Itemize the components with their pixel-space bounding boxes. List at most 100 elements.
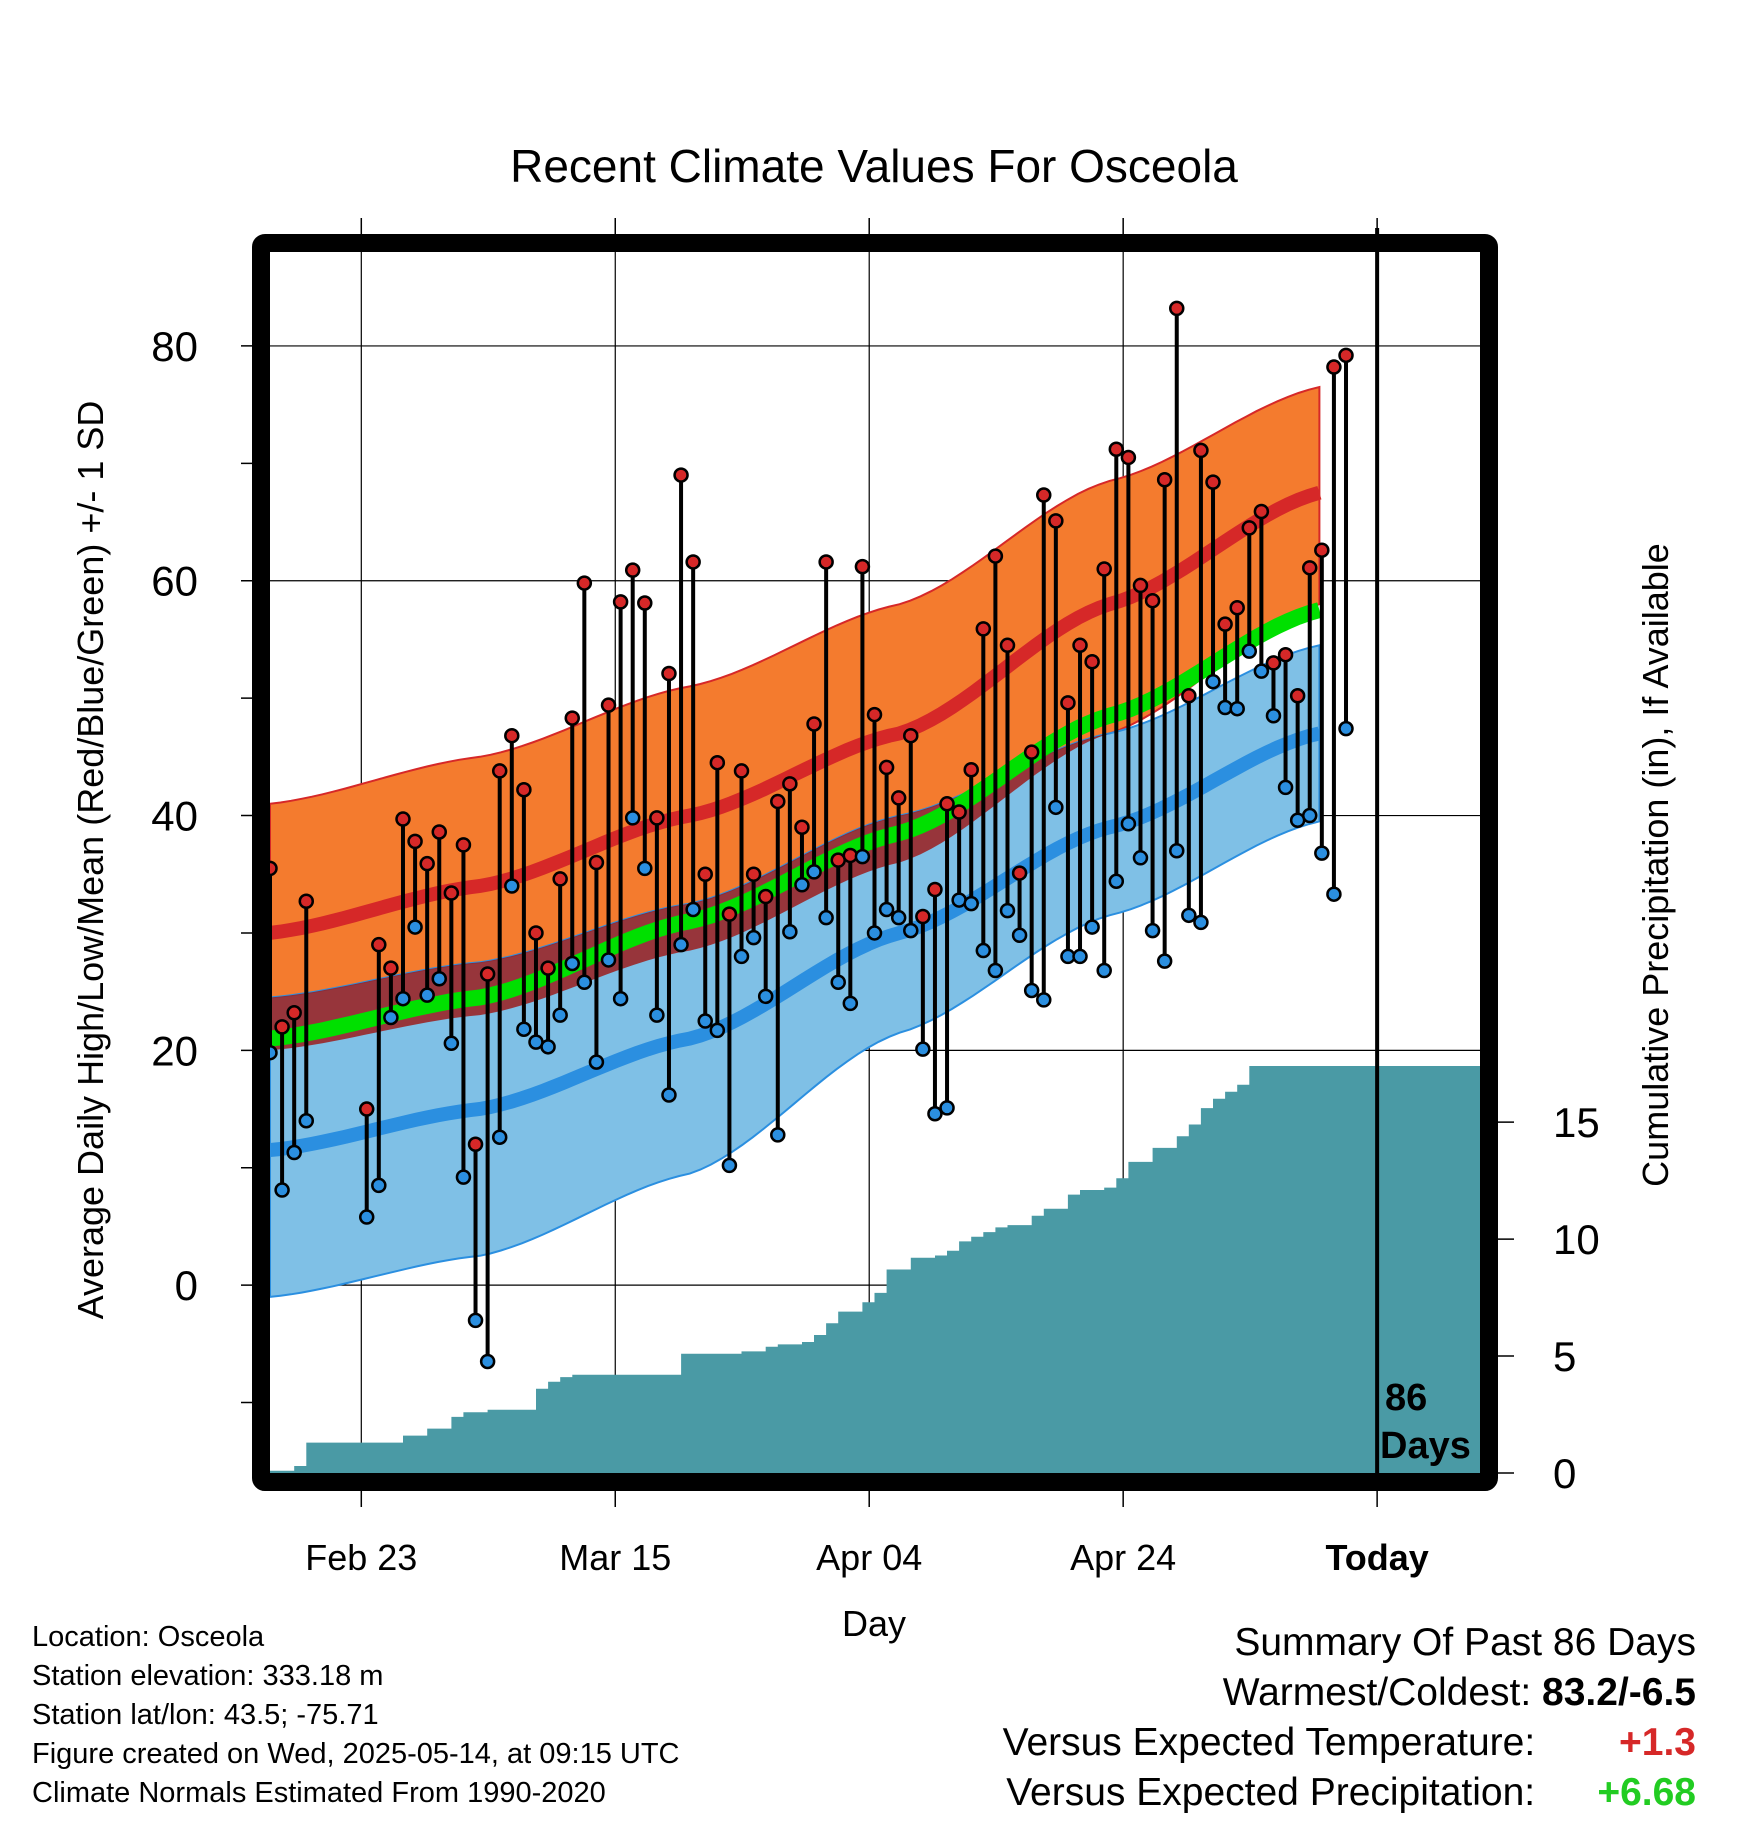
daily-high-point — [1011, 865, 1028, 881]
daily-high-point — [975, 621, 992, 637]
daily-high-point — [854, 558, 871, 575]
daily-low-point — [939, 1100, 955, 1116]
y-tick-label-left: 20 — [151, 1027, 198, 1074]
daily-low-point — [1072, 948, 1088, 965]
daily-high-point — [270, 860, 278, 877]
daily-high-point — [479, 966, 496, 982]
daily-low-point — [1193, 914, 1209, 931]
daily-low-point — [685, 901, 701, 918]
daily-high-point — [818, 554, 834, 570]
daily-low-point — [987, 962, 1004, 979]
daily-low-point — [1265, 707, 1282, 724]
daily-high-point — [274, 1019, 290, 1035]
daily-high-point — [1277, 646, 1294, 663]
daily-high-point — [999, 637, 1016, 654]
daily-low-point — [298, 1113, 315, 1129]
summary-precip-row: Versus Expected Precipitation: +6.68 — [1003, 1768, 1696, 1818]
daily-low-point — [854, 848, 871, 865]
daily-low-point — [697, 1013, 713, 1029]
daily-low-point — [286, 1144, 302, 1161]
daily-low-point — [1096, 962, 1112, 979]
daily-high-point — [1036, 487, 1052, 503]
daily-high-point — [939, 796, 955, 812]
daily-low-point — [395, 990, 411, 1007]
warmest-value: 83.2/-6.5 — [1542, 1671, 1696, 1714]
station-info: Location: Osceola Station elevation: 333… — [32, 1618, 680, 1813]
daily-high-point — [951, 804, 967, 820]
daily-low-point — [818, 909, 834, 926]
daily-high-point — [467, 1136, 484, 1153]
daily-low-point — [1314, 845, 1330, 861]
daily-high-point — [1132, 577, 1149, 594]
daily-high-point — [1217, 616, 1233, 632]
daily-high-point — [637, 595, 653, 611]
daily-high-point — [1023, 744, 1040, 760]
daily-low-point — [612, 990, 629, 1007]
mean-normal-line — [270, 602, 1322, 1047]
daily-low-point — [600, 952, 617, 968]
daily-low-point — [479, 1353, 496, 1370]
y-tick-label-left: 40 — [151, 793, 198, 840]
daily-high-point — [516, 781, 532, 798]
daily-high-point — [927, 881, 943, 898]
daily-high-point — [540, 960, 556, 976]
daily-low-point — [383, 1009, 399, 1026]
daily-low-point — [842, 995, 859, 1012]
daily-low-point — [890, 909, 907, 926]
summary-temp-row: Versus Expected Temperature: +1.3 — [1003, 1718, 1696, 1768]
daily-low-point — [1023, 982, 1040, 999]
x-tick-label: Apr 24 — [1070, 1537, 1176, 1578]
daily-high-point — [504, 727, 520, 744]
chart-title: Recent Climate Values For Osceola — [510, 140, 1238, 192]
precip-label: Versus Expected Precipitation: — [1006, 1771, 1536, 1814]
daily-high-point — [600, 697, 617, 713]
daily-high-point — [419, 855, 435, 872]
y-tick-label-left: 0 — [175, 1262, 198, 1309]
plot-clipped-group — [270, 252, 1480, 1473]
daily-low-point — [782, 924, 798, 940]
plot-area — [252, 228, 1498, 1491]
daily-high-point — [903, 727, 919, 744]
daily-low-point — [1326, 886, 1342, 902]
daily-high-point — [1169, 300, 1185, 317]
daily-low-point — [673, 936, 689, 953]
daily-high-point — [1253, 503, 1270, 520]
daily-low-point — [419, 987, 435, 1003]
daily-high-point — [431, 824, 448, 840]
info-elevation: Station elevation: 333.18 m — [32, 1660, 384, 1692]
daily-low-point — [806, 864, 822, 880]
daily-high-point — [298, 893, 315, 909]
daily-high-point — [661, 665, 677, 682]
daily-low-point — [1132, 850, 1149, 866]
y-tick-label-right: 5 — [1553, 1333, 1576, 1380]
precip-value: +6.68 — [1597, 1771, 1696, 1814]
daily-high-point — [1265, 655, 1282, 671]
daily-low-point — [576, 974, 593, 991]
info-created: Figure created on Wed, 2025-05-14, at 09… — [32, 1738, 680, 1770]
daily-high-point — [371, 936, 387, 953]
daily-high-point — [443, 885, 460, 901]
daily-high-point — [721, 906, 738, 922]
temp-value: +1.3 — [1619, 1721, 1696, 1764]
daily-high-point — [576, 575, 593, 591]
daily-low-point — [649, 1007, 665, 1023]
daily-low-point — [830, 974, 846, 991]
summary-warmest-row: Warmest/Coldest: 83.2/-6.5 — [1003, 1668, 1696, 1718]
daily-high-point — [1156, 472, 1173, 488]
daily-high-point — [1084, 653, 1100, 670]
daily-low-point — [1108, 873, 1125, 890]
x-axis-label: Day — [842, 1603, 906, 1644]
daily-low-point — [358, 1209, 375, 1225]
info-normals: Climate Normals Estimated From 1990-2020 — [32, 1777, 606, 1809]
daily-high-point — [1060, 695, 1076, 711]
plot-frame — [252, 234, 1498, 1491]
daily-low-point — [1084, 919, 1100, 935]
daily-low-point — [1253, 663, 1270, 679]
x-tick-label: Mar 15 — [559, 1537, 671, 1578]
axes: 0 20 40 60 80 0 5 10 15 Feb 23 Mar 15 Apr 04 Apr 24 T… — [151, 218, 1600, 1578]
daily-low-point — [431, 970, 448, 987]
daily-low-point — [661, 1087, 677, 1103]
daily-high-point — [794, 819, 810, 836]
x-tick-label: Today — [1325, 1537, 1428, 1578]
daily-high-point — [745, 866, 762, 882]
